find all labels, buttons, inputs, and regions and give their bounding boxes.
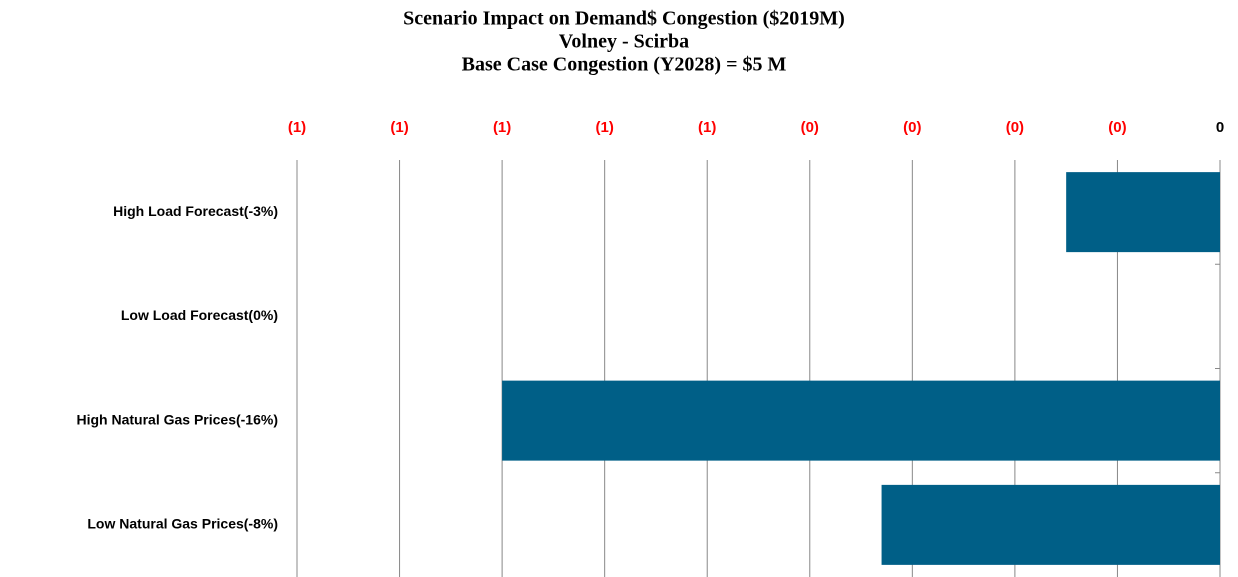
x-tick-label: (1)	[288, 119, 306, 136]
y-tick-label: High Load Forecast(-3%)	[113, 203, 278, 219]
x-tick-label: (1)	[493, 119, 511, 136]
x-tick-label: (1)	[698, 119, 716, 136]
x-tick-label: (1)	[390, 119, 408, 136]
bar	[1066, 172, 1220, 253]
y-tick-label: High Natural Gas Prices(-16%)	[76, 411, 278, 427]
x-tick-label: (0)	[1006, 119, 1024, 136]
x-tick-label: (0)	[801, 119, 819, 136]
bar	[502, 380, 1221, 461]
bar	[881, 484, 1220, 565]
x-tick-label: (0)	[1108, 119, 1126, 136]
chart-subtitle: Volney - Scirba	[559, 31, 689, 53]
y-tick-label: Low Load Forecast(0%)	[121, 307, 278, 323]
chart-title: Scenario Impact on Demand$ Congestion ($…	[403, 8, 845, 30]
chart-subtitle: Base Case Congestion (Y2028) = $5 M	[462, 54, 787, 76]
x-tick-label: (0)	[903, 119, 921, 136]
y-tick-label: Low Natural Gas Prices(-8%)	[87, 516, 278, 532]
x-tick-label: 0	[1216, 119, 1224, 136]
x-tick-label: (1)	[595, 119, 613, 136]
